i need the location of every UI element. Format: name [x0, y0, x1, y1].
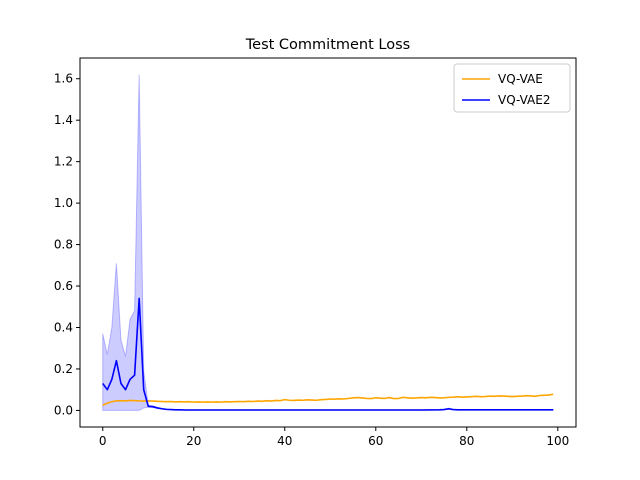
- x-tick-label: 20: [186, 434, 201, 448]
- y-tick-label: 1.2: [54, 155, 73, 169]
- x-tick-label: 80: [459, 434, 474, 448]
- y-tick-label: 0.2: [54, 362, 73, 376]
- chart-title: Test Commitment Loss: [245, 37, 410, 53]
- plot-area: [102, 74, 554, 411]
- x-tick-label: 60: [368, 434, 383, 448]
- x-tick-label: 100: [546, 434, 569, 448]
- y-tick-label: 1.6: [54, 72, 73, 86]
- y-tick-label: 0.6: [54, 279, 73, 293]
- y-axis: 0.0 0.2 0.4 0.6 0.8 1.0 1.2 1.4 1.6: [54, 72, 80, 417]
- legend-label-2: VQ-VAE2: [498, 93, 550, 107]
- legend-label-1: VQ-VAE: [498, 72, 543, 86]
- series-line-2: [102, 297, 554, 411]
- x-tick-label: 40: [277, 434, 292, 448]
- y-tick-label: 1.0: [54, 196, 73, 210]
- y-tick-label: 0.4: [54, 320, 73, 334]
- y-tick-label: 0.0: [54, 403, 73, 417]
- x-axis: 0 20 40 60 80 100: [99, 427, 569, 448]
- legend: VQ-VAE VQ-VAE2: [453, 63, 571, 113]
- series-line-1: [102, 393, 554, 406]
- y-tick-label: 0.8: [54, 238, 73, 252]
- y-tick-label: 1.4: [54, 113, 73, 127]
- plot-frame: [79, 57, 577, 428]
- x-tick-label: 0: [99, 434, 107, 448]
